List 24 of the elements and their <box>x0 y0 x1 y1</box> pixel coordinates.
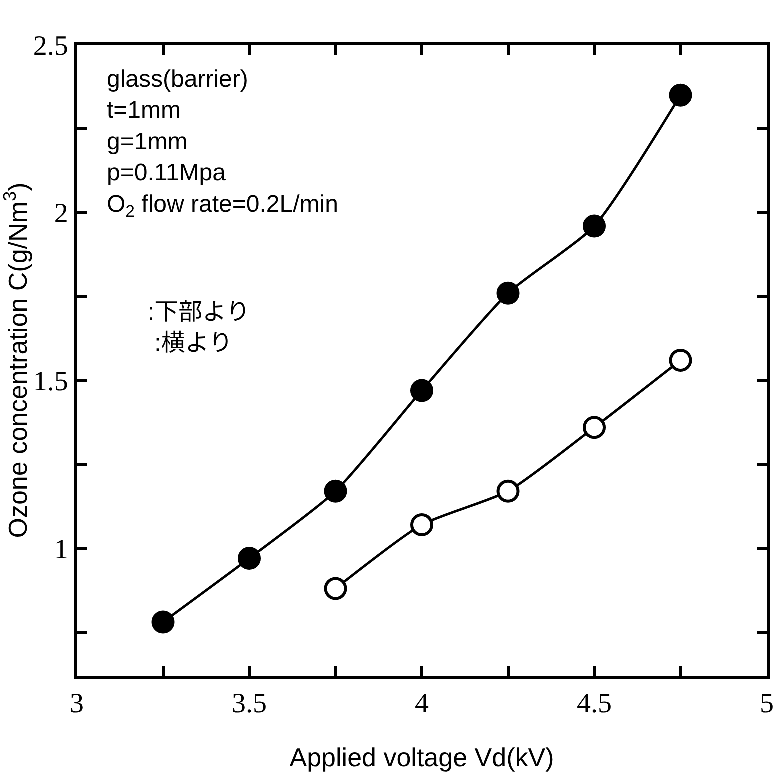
x-tick-label: 3 <box>70 688 84 720</box>
y-tick-label: 1.5 <box>33 366 68 398</box>
x-tick-label: 4.5 <box>577 688 612 720</box>
point <box>496 480 520 503</box>
point <box>324 577 348 600</box>
point <box>410 513 434 536</box>
point <box>324 480 348 503</box>
point <box>410 379 434 402</box>
annotation: glass(barrier) t=1mm g=1mm p=0.11Mpa O$_{2}$ flow rate=0.2L/min <box>107 66 338 221</box>
point <box>238 547 261 570</box>
point <box>152 610 175 634</box>
x-tick-label: 4 <box>415 688 429 720</box>
point <box>583 214 606 238</box>
y-tick-label: 1 <box>54 534 68 566</box>
x-axis-title: Applied voltage Vd(kV) <box>290 742 554 772</box>
y-tick-label: 2.5 <box>33 30 68 62</box>
point <box>669 349 692 372</box>
x-tick-label: 5 <box>760 688 774 720</box>
y-tick-label: 2 <box>54 198 68 230</box>
x-tick-label: 3.5 <box>232 688 267 720</box>
point <box>583 416 606 440</box>
point <box>496 282 520 305</box>
point <box>669 84 692 107</box>
annotation: :下部より :横より <box>148 299 250 358</box>
